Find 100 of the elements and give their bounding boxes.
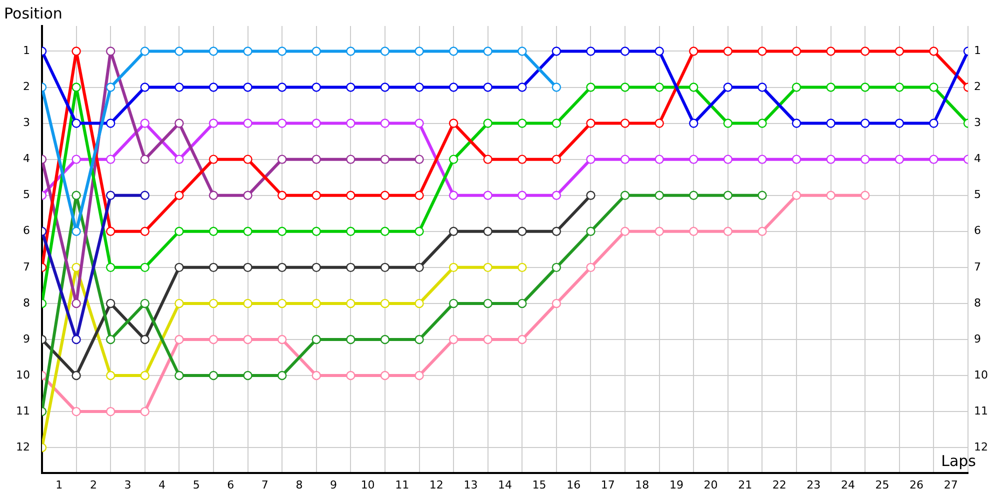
x-tick-label: 13 — [464, 478, 478, 492]
point — [140, 226, 150, 236]
point — [620, 154, 630, 164]
x-tick-label: 7 — [261, 478, 268, 492]
point — [654, 82, 664, 92]
point — [894, 46, 904, 56]
point — [208, 334, 218, 344]
point — [586, 118, 596, 128]
point — [208, 370, 218, 380]
point — [277, 226, 287, 236]
point — [380, 46, 390, 56]
point — [380, 226, 390, 236]
point — [552, 118, 562, 128]
point — [208, 154, 218, 164]
point — [346, 118, 356, 128]
point — [243, 118, 252, 128]
y-tick-label: 6 — [22, 224, 30, 238]
point — [654, 154, 664, 164]
point — [448, 334, 458, 344]
point — [518, 334, 527, 344]
y-tick-label: 9 — [22, 332, 30, 346]
point — [208, 298, 218, 308]
point — [414, 190, 424, 200]
x-tick-label: 20 — [704, 478, 718, 492]
point — [346, 82, 356, 92]
point — [72, 262, 81, 272]
x-tick-label: 8 — [296, 478, 303, 492]
point — [448, 298, 458, 308]
point — [792, 118, 802, 128]
point — [689, 82, 698, 92]
point — [140, 334, 150, 344]
point — [483, 298, 492, 308]
y-tick-label: 4 — [22, 152, 30, 166]
point — [174, 262, 184, 272]
y2-tick-label: 11 — [974, 404, 988, 418]
point — [380, 190, 390, 200]
point — [792, 190, 802, 200]
point — [894, 154, 904, 164]
point — [277, 190, 287, 200]
point — [518, 154, 527, 164]
point — [518, 46, 527, 56]
point — [106, 82, 116, 92]
point — [586, 82, 596, 92]
y-tick-label: 2 — [22, 80, 30, 94]
point — [414, 262, 424, 272]
x-tick-label: 22 — [772, 478, 786, 492]
point — [174, 226, 184, 236]
point — [106, 334, 116, 344]
point — [106, 190, 116, 200]
point — [380, 262, 390, 272]
point — [346, 190, 356, 200]
point — [620, 190, 630, 200]
point — [72, 190, 81, 200]
point — [140, 298, 150, 308]
x-tick-label: 5 — [192, 478, 200, 492]
point — [140, 46, 150, 56]
point — [518, 82, 527, 92]
point — [586, 154, 596, 164]
point — [312, 298, 321, 308]
point — [792, 154, 802, 164]
point — [689, 118, 698, 128]
point — [312, 370, 321, 380]
y-tick-label: 11 — [16, 404, 30, 418]
point — [277, 118, 287, 128]
point — [448, 118, 458, 128]
y2-tick-label: 5 — [974, 188, 982, 202]
x-tick-label: 9 — [330, 478, 338, 492]
point — [174, 190, 184, 200]
point — [346, 334, 356, 344]
point — [894, 82, 904, 92]
point — [414, 46, 424, 56]
point — [208, 262, 218, 272]
point — [243, 262, 252, 272]
point — [243, 298, 252, 308]
point — [414, 226, 424, 236]
point — [723, 226, 733, 236]
point — [346, 262, 356, 272]
point — [174, 334, 184, 344]
point — [654, 46, 664, 56]
point — [758, 82, 767, 92]
point — [277, 370, 287, 380]
y2-tick-label: 9 — [974, 332, 982, 346]
point — [586, 46, 596, 56]
point — [448, 46, 458, 56]
point — [72, 46, 81, 56]
point — [312, 262, 321, 272]
y2-tick-label: 10 — [974, 368, 988, 382]
point — [208, 82, 218, 92]
point — [346, 226, 356, 236]
point — [929, 82, 938, 92]
point — [277, 46, 287, 56]
point — [208, 46, 218, 56]
point — [518, 190, 527, 200]
point — [518, 118, 527, 128]
y-tick-label: 8 — [22, 296, 30, 310]
x-tick-label: 25 — [875, 478, 890, 492]
point — [620, 82, 630, 92]
y-tick-label: 7 — [22, 260, 30, 274]
point — [552, 154, 562, 164]
point — [860, 46, 870, 56]
